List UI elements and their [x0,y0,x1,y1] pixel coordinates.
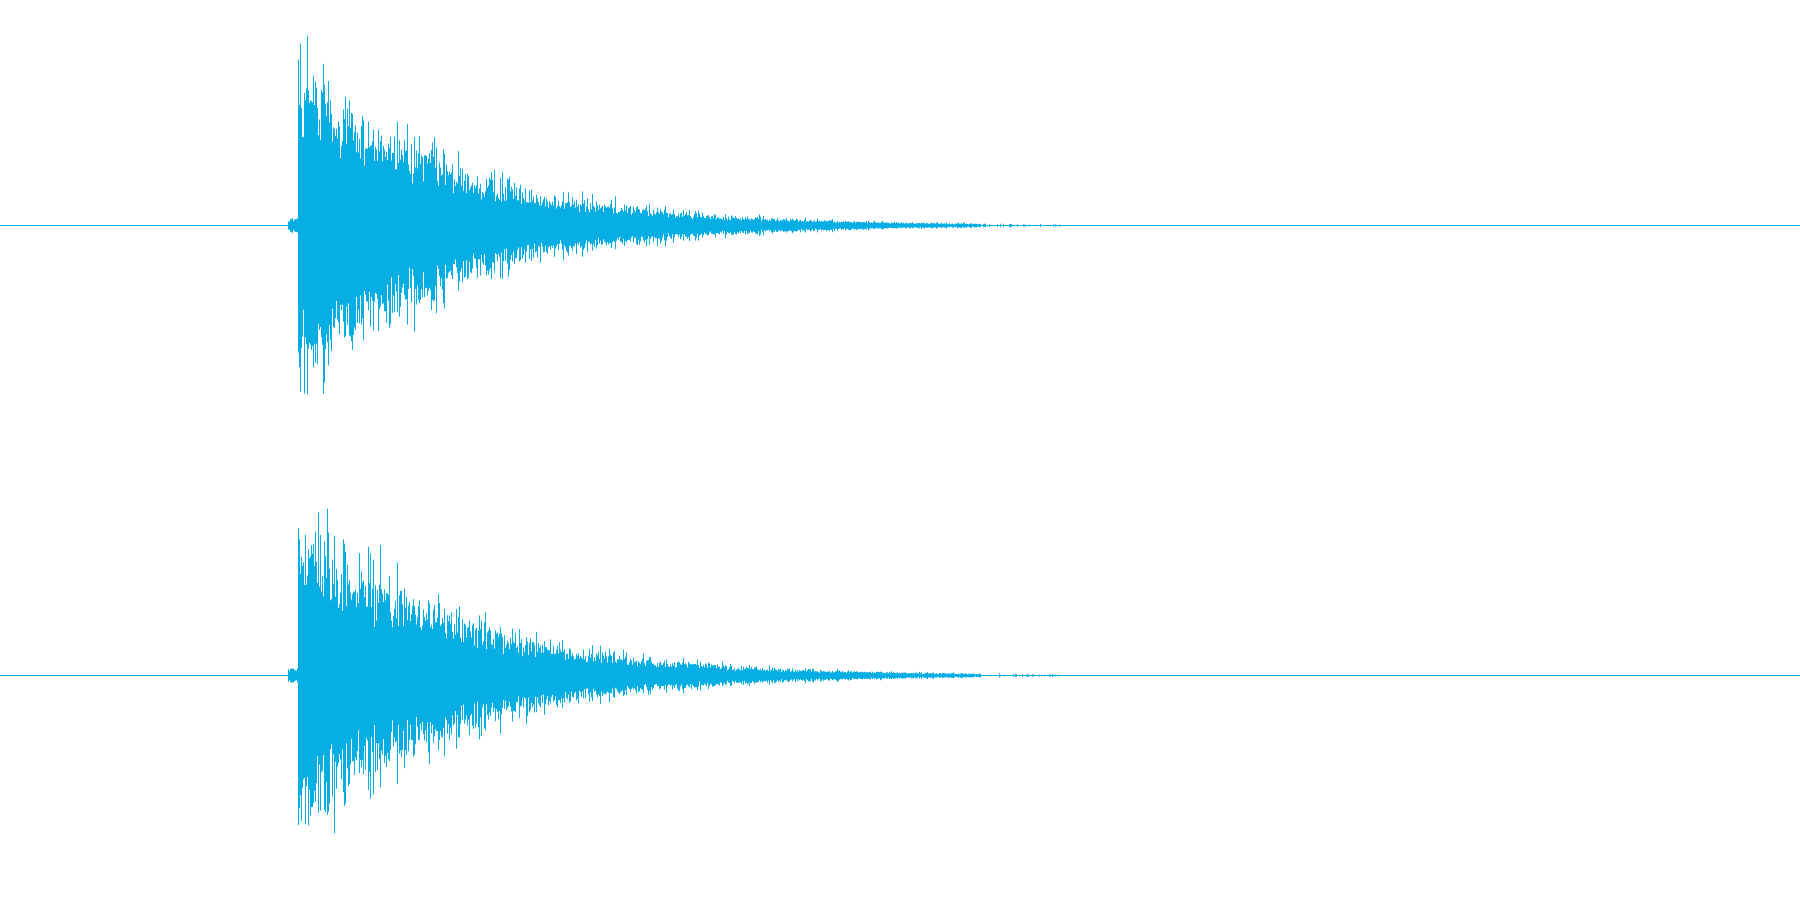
channel-2-waveform [288,508,1060,834]
channel-1-waveform [288,35,1060,395]
